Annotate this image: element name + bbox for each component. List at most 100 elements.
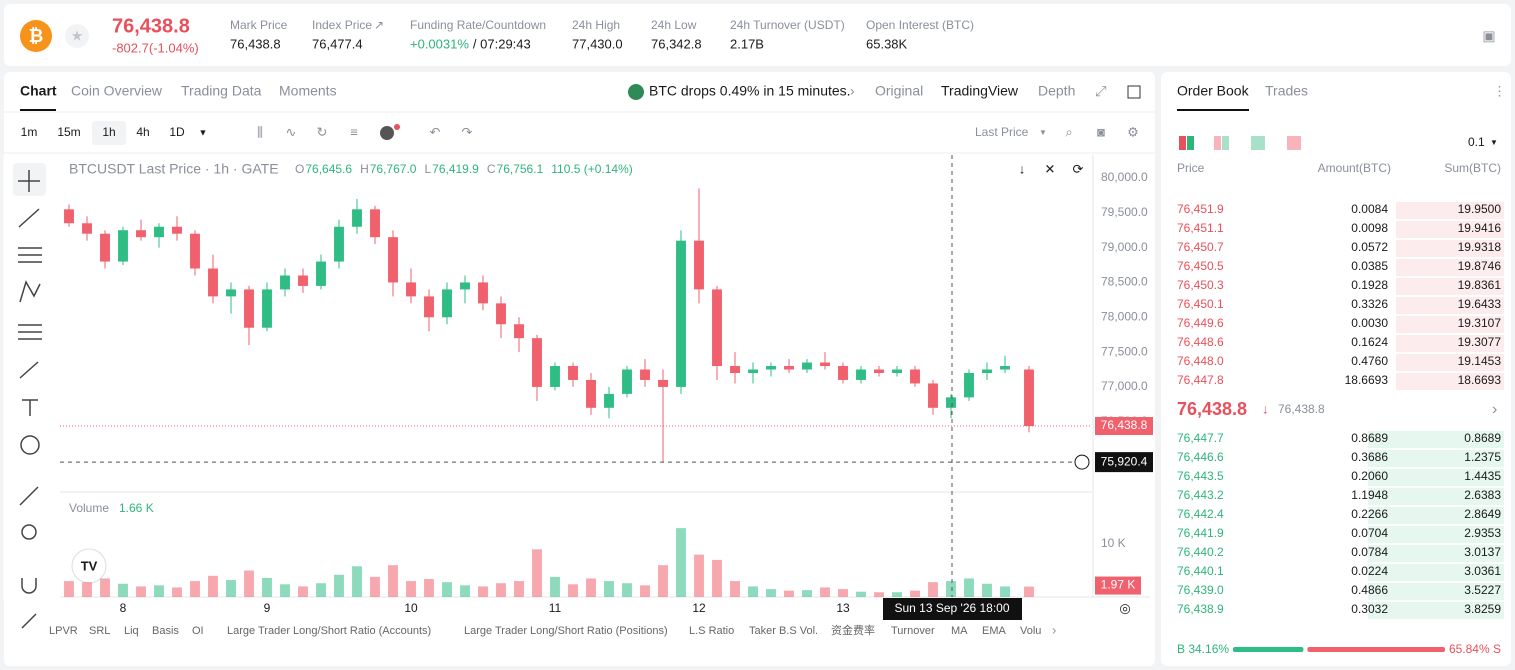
tab[interactable]: Coin Overview <box>71 83 163 99</box>
candle-body <box>190 233 200 269</box>
dropdown[interactable]: ▼ <box>1490 138 1498 147</box>
candle-body <box>442 289 452 318</box>
volume-bar <box>838 589 848 597</box>
news[interactable]: BTC drops 0.49% in 15 minutes. <box>649 83 851 99</box>
x-tick-label: 9 <box>264 601 271 615</box>
stat-label: 24h High <box>572 18 620 32</box>
depth-bar <box>1396 259 1504 276</box>
candle-body <box>928 383 938 408</box>
redo[interactable]: ↷ <box>462 124 473 139</box>
volume-bar <box>586 578 596 597</box>
buy-ratio: B 34.16% <box>1177 642 1229 656</box>
tv-glyph: TV <box>81 558 98 573</box>
expand[interactable]: ⤢ <box>1095 83 1106 99</box>
ob-amount: 0.0098 <box>1351 221 1388 235</box>
candle-body <box>262 289 272 328</box>
indicator[interactable]: Turnover <box>891 625 935 637</box>
indicator[interactable]: Large Trader Long/Short Ratio (Positions… <box>464 625 668 637</box>
volume-bar <box>370 576 380 597</box>
view-tab[interactable]: Depth <box>1038 83 1075 99</box>
candle-body <box>946 397 956 408</box>
stat-value: 2.17B <box>730 36 764 51</box>
ob-price: 76,448.6 <box>1177 335 1224 349</box>
interval[interactable]: 15m <box>57 125 80 139</box>
ob-header: Amount(BTC) <box>1318 161 1391 175</box>
ohlc-value: 76,767.0 <box>370 162 417 176</box>
add-indicator[interactable] <box>380 126 394 140</box>
tool-icon[interactable]: ⫼ <box>257 124 263 139</box>
chevron[interactable]: › <box>1492 401 1497 418</box>
settings[interactable]: ⚙ <box>1127 124 1139 139</box>
chart-btn[interactable]: ↓ <box>1019 161 1026 176</box>
depth-bar <box>1368 583 1504 600</box>
axis-settings[interactable]: ◎ <box>1119 600 1130 615</box>
candle-body <box>388 237 398 283</box>
volume-bar <box>316 583 326 597</box>
volume-bar <box>604 581 614 597</box>
tool-icon[interactable]: ≡ <box>350 124 358 139</box>
indicator[interactable]: Basis <box>152 625 179 637</box>
chart-btn[interactable]: ✕ <box>1045 161 1056 176</box>
menu[interactable]: ⋮ <box>1493 83 1506 98</box>
tab[interactable]: Trading Data <box>181 83 262 99</box>
volume-bar <box>658 565 668 597</box>
last-price-tag <box>1095 417 1153 436</box>
dropdown[interactable]: ▼ <box>199 127 208 137</box>
volume-bar <box>802 590 812 597</box>
ob-sum: 19.3077 <box>1458 335 1502 349</box>
volume-bar <box>784 590 794 597</box>
window-icon[interactable] <box>1127 85 1141 99</box>
chart-btn[interactable]: ⟳ <box>1073 161 1084 176</box>
indicator[interactable]: Liq <box>124 625 139 637</box>
tab[interactable]: Moments <box>279 83 337 99</box>
interval[interactable]: 1D <box>169 125 185 139</box>
candle-body <box>208 268 218 297</box>
ob-price: 76,451.9 <box>1177 202 1224 216</box>
volume-bar <box>532 549 542 597</box>
ob-sum: 1.4435 <box>1464 469 1501 483</box>
favorite[interactable] <box>65 24 89 48</box>
precision[interactable]: 0.1 <box>1468 135 1485 149</box>
tool-icon[interactable]: ↻ <box>317 124 328 139</box>
indicator[interactable]: Taker B.S Vol. <box>749 625 818 637</box>
interval[interactable]: 1h <box>102 125 115 139</box>
interval[interactable]: 4h <box>136 125 149 139</box>
volume-bar <box>100 578 110 597</box>
indicator[interactable]: L.S Ratio <box>689 625 734 637</box>
ob-tab[interactable]: Order Book <box>1177 83 1250 99</box>
volume-bar <box>208 575 218 597</box>
tab[interactable]: Chart <box>20 83 57 99</box>
volume-bar <box>334 574 344 597</box>
indicator[interactable]: Large Trader Long/Short Ratio (Accounts) <box>227 625 431 637</box>
price-type[interactable]: Last Price <box>975 125 1029 139</box>
candle-body <box>910 369 920 384</box>
volume-bar <box>676 528 686 597</box>
candle-body <box>118 230 128 262</box>
volume-tag <box>1095 576 1141 595</box>
interval[interactable]: 1m <box>21 125 38 139</box>
icon[interactable]: ▣ <box>1482 28 1495 44</box>
candle-body <box>892 369 902 373</box>
dropdown[interactable]: ▼ <box>1039 128 1047 137</box>
indicator[interactable]: SRL <box>89 625 110 637</box>
view-tab[interactable]: TradingView <box>941 83 1019 99</box>
indicator[interactable]: Volu <box>1020 625 1041 637</box>
tool-icon[interactable]: ∿ <box>286 124 297 139</box>
candle-body <box>280 275 290 290</box>
ob-tab[interactable]: Trades <box>1265 83 1308 99</box>
undo[interactable]: ↶ <box>430 124 441 139</box>
ob-price: 76,438.9 <box>1177 602 1224 616</box>
indicator[interactable]: 资金费率 <box>831 623 875 637</box>
depth-bar <box>1396 202 1504 219</box>
ob-sum: 3.5227 <box>1464 583 1501 597</box>
more[interactable]: › <box>1052 622 1056 637</box>
indicator[interactable]: LPVR <box>49 625 78 637</box>
x-tick-label: 13 <box>836 601 850 615</box>
indicator[interactable]: OI <box>192 625 204 637</box>
camera[interactable]: ◙ <box>1097 124 1105 139</box>
indicator[interactable]: EMA <box>982 625 1007 637</box>
search[interactable]: ⌕ <box>1065 124 1072 139</box>
volume-bar <box>892 592 902 597</box>
indicator[interactable]: MA <box>951 625 968 637</box>
view-tab[interactable]: Original <box>875 83 923 99</box>
